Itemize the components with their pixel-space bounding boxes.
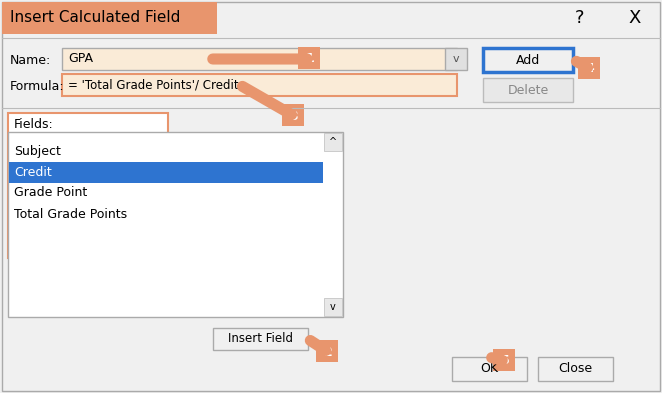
FancyBboxPatch shape [493, 349, 515, 371]
Text: Insert Calculated Field: Insert Calculated Field [10, 11, 180, 26]
Text: Total Grade Points: Total Grade Points [14, 208, 127, 220]
FancyBboxPatch shape [8, 113, 168, 258]
Text: Formula:: Formula: [10, 79, 65, 92]
Text: ^: ^ [329, 137, 337, 147]
FancyBboxPatch shape [8, 132, 343, 317]
Text: 3: 3 [290, 110, 299, 123]
Text: = 'Total Grade Points'/ Credit: = 'Total Grade Points'/ Credit [68, 79, 238, 92]
FancyBboxPatch shape [538, 357, 613, 381]
FancyBboxPatch shape [9, 162, 323, 183]
Text: v: v [453, 54, 459, 64]
Text: Delete: Delete [507, 83, 549, 97]
FancyBboxPatch shape [483, 48, 573, 72]
Text: Add: Add [516, 53, 540, 66]
FancyBboxPatch shape [2, 2, 217, 34]
Text: Name:: Name: [10, 53, 51, 66]
FancyBboxPatch shape [578, 57, 600, 79]
Text: GPA: GPA [68, 53, 93, 66]
FancyBboxPatch shape [324, 298, 342, 316]
Text: Insert Field: Insert Field [228, 332, 293, 345]
FancyBboxPatch shape [62, 48, 457, 70]
FancyBboxPatch shape [298, 47, 320, 69]
Text: ?: ? [575, 9, 585, 27]
Text: Close: Close [558, 362, 592, 375]
Text: Credit: Credit [14, 165, 52, 178]
Text: v: v [330, 302, 336, 312]
Text: X: X [629, 9, 641, 27]
FancyBboxPatch shape [483, 78, 573, 102]
FancyBboxPatch shape [316, 340, 338, 362]
FancyBboxPatch shape [62, 74, 457, 96]
Text: 2: 2 [324, 345, 332, 358]
Text: 4: 4 [586, 62, 594, 75]
FancyBboxPatch shape [452, 357, 527, 381]
FancyBboxPatch shape [213, 328, 308, 350]
Text: Fields:: Fields: [14, 118, 54, 130]
FancyBboxPatch shape [445, 48, 467, 70]
Text: OK: OK [480, 362, 498, 375]
Text: 5: 5 [500, 354, 509, 367]
Text: Subject: Subject [14, 145, 61, 158]
FancyBboxPatch shape [282, 104, 304, 126]
Text: 1: 1 [306, 53, 314, 66]
FancyBboxPatch shape [324, 133, 342, 151]
Text: Grade Point: Grade Point [14, 187, 87, 200]
